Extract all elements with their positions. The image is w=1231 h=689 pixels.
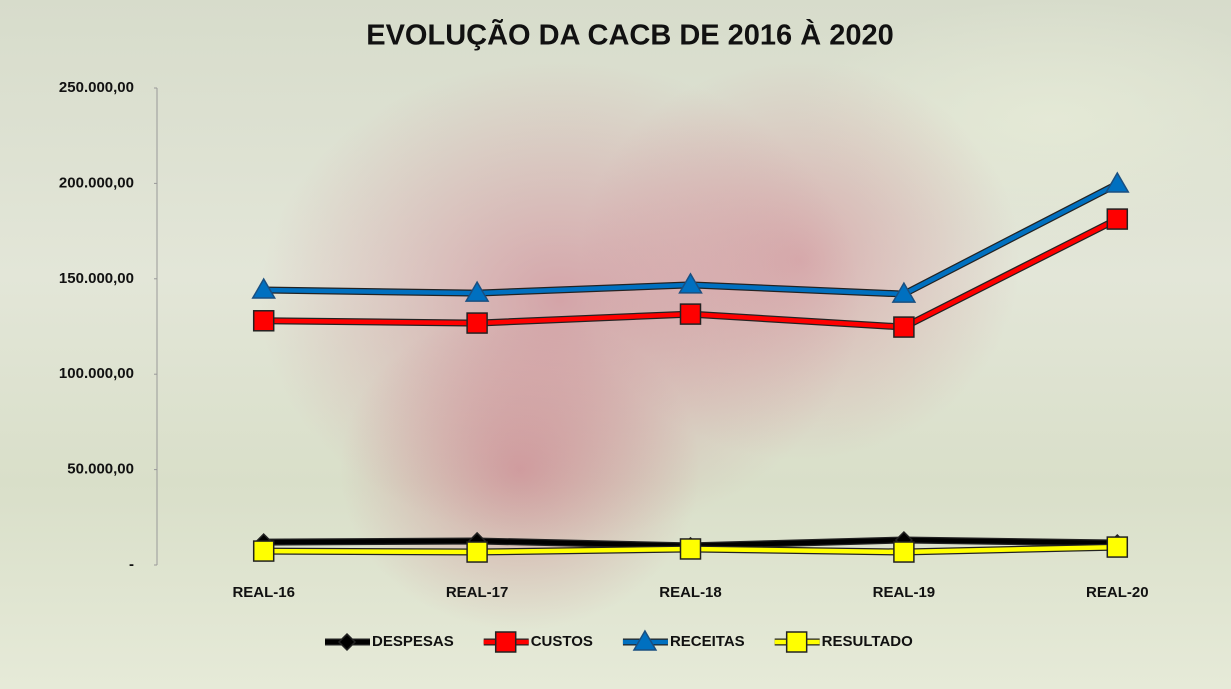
marker bbox=[466, 541, 488, 563]
marker bbox=[1106, 208, 1129, 230]
legend-label: RESULTADO bbox=[822, 633, 913, 650]
y-tick-label: - bbox=[129, 556, 134, 573]
marker bbox=[252, 310, 275, 332]
marker bbox=[891, 281, 917, 303]
y-tick-label: 100.000,00 bbox=[59, 365, 134, 382]
legend-marker bbox=[785, 631, 808, 653]
legend-marker bbox=[632, 629, 658, 651]
marker bbox=[251, 277, 277, 299]
legend-label: DESPESAS bbox=[372, 633, 454, 650]
chart-title: EVOLUÇÃO DA CACB DE 2016 À 2020 bbox=[366, 18, 894, 52]
x-tick-label: REAL-18 bbox=[659, 584, 722, 601]
marker bbox=[679, 303, 702, 325]
marker bbox=[678, 272, 703, 294]
marker bbox=[1106, 536, 1129, 558]
x-tick-label: REAL-16 bbox=[232, 584, 295, 601]
y-tick-label: 150.000,00 bbox=[59, 270, 134, 287]
marker bbox=[252, 540, 275, 562]
marker bbox=[679, 538, 702, 560]
x-tick-label: REAL-17 bbox=[446, 584, 509, 601]
marker bbox=[466, 312, 488, 334]
legend-label: CUSTOS bbox=[531, 633, 593, 650]
marker bbox=[893, 541, 915, 563]
y-tick-label: 200.000,00 bbox=[59, 174, 134, 191]
legend-label: RECEITAS bbox=[670, 633, 745, 650]
marker bbox=[893, 316, 915, 338]
marker bbox=[464, 280, 490, 302]
y-tick-label: 50.000,00 bbox=[67, 461, 134, 478]
x-tick-label: REAL-20 bbox=[1086, 584, 1149, 601]
y-tick-label: 250.000,00 bbox=[59, 79, 134, 96]
legend-marker bbox=[337, 632, 357, 652]
x-tick-label: REAL-19 bbox=[873, 584, 936, 601]
marker bbox=[1104, 171, 1130, 193]
legend-marker bbox=[494, 631, 517, 653]
